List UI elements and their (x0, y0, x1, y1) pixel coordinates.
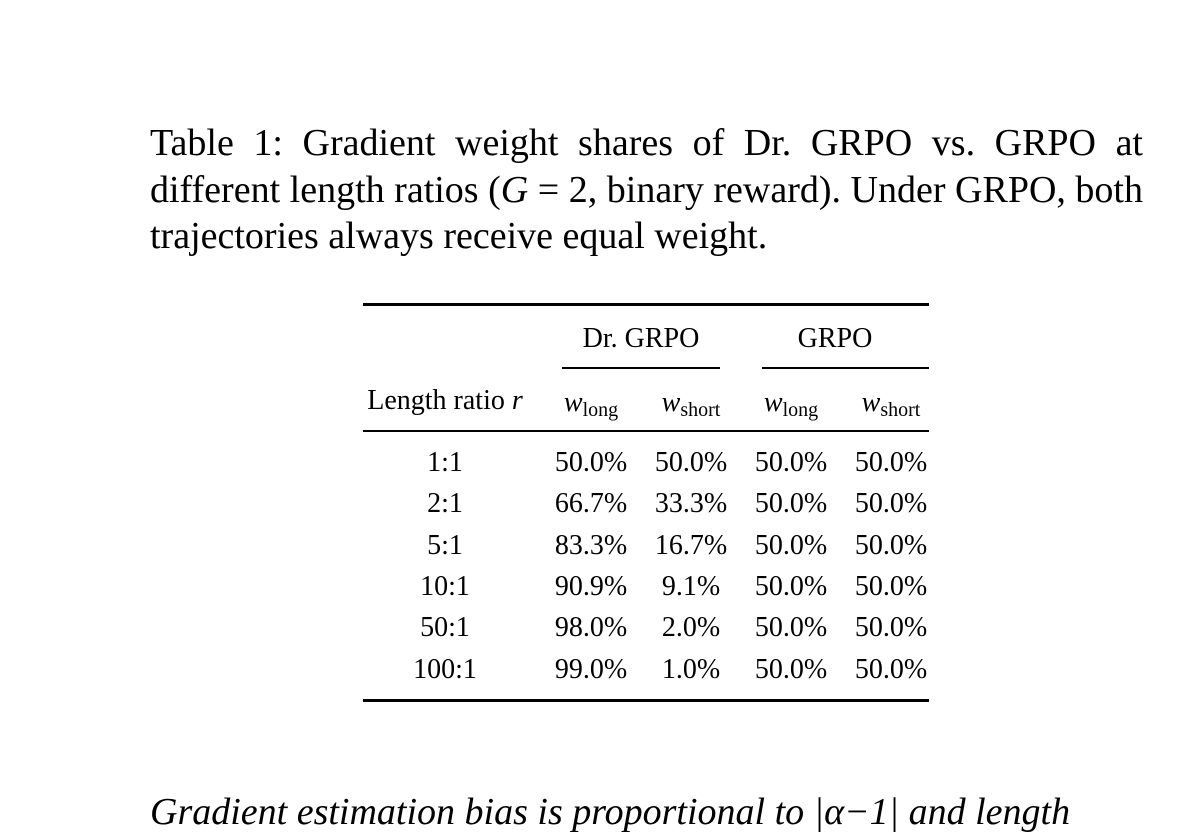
table-cell: 50.0% (854, 488, 928, 520)
group-rule (762, 367, 929, 369)
row-label: 2:1 (427, 488, 463, 520)
column-header-text: Length ratio (367, 385, 505, 416)
table-cell: 50.0% (854, 653, 928, 685)
body-text: Gradient estimation bias is proportional… (150, 791, 825, 833)
table-cell: 16.7% (654, 529, 728, 561)
column-header-subscript: short (680, 399, 721, 421)
column-header-symbol: w (861, 387, 881, 418)
column-header-subscript: long (782, 399, 819, 421)
table-cell: 9.1% (661, 570, 721, 602)
column-header: Length ratio r (345, 385, 545, 417)
column-header-symbol: w (563, 387, 583, 418)
group-header: Dr. GRPO (582, 323, 700, 354)
column-header: wlong (721, 387, 861, 421)
row-label: 50:1 (420, 612, 470, 644)
caption-math: = 2 (528, 168, 588, 211)
table-cell: 83.3% (554, 529, 628, 561)
table-cell: 50.0% (854, 570, 928, 602)
caption-text: , binary reward). Under GRPO, both traje… (150, 168, 1143, 258)
column-header-symbol: w (661, 387, 681, 418)
column-header-symbol: r (511, 385, 523, 416)
table-cell: 50.0% (754, 653, 828, 685)
column-header: wlong (521, 387, 661, 421)
column-header-subscript: long (582, 399, 619, 421)
column-header: wshort (821, 387, 961, 421)
table-caption: Table 1: Gradient weight shares of Dr. G… (150, 120, 1143, 260)
mid-rule (363, 430, 929, 432)
table-cell: 50.0% (854, 612, 928, 644)
body-math: α (824, 791, 845, 833)
caption-math: G (500, 168, 529, 211)
table-cell: 2.0% (661, 612, 721, 644)
table-cell: 33.3% (654, 488, 728, 520)
group-rule (562, 367, 720, 369)
table-cell: 98.0% (554, 612, 628, 644)
table-cell: 50.0% (654, 447, 728, 478)
table-cell: 50.0% (754, 488, 828, 520)
row-label: 10:1 (420, 570, 470, 602)
group-header: GRPO (797, 323, 873, 354)
column-header: wshort (621, 387, 761, 421)
row-label: 100:1 (413, 653, 477, 685)
table-cell: 90.9% (554, 570, 628, 602)
table-cell: 50.0% (554, 447, 628, 478)
table-cell: 1.0% (661, 653, 721, 685)
row-label: 1:1 (427, 447, 463, 478)
caption-text: Table 1: Gradient weight shares of Dr. G… (150, 122, 1143, 211)
table-cell: 50.0% (754, 447, 828, 478)
column-header-symbol: w (763, 387, 783, 418)
row-label: 5:1 (427, 529, 463, 561)
table-cell: 50.0% (754, 570, 828, 602)
top-rule (363, 303, 929, 306)
table-cell: 50.0% (754, 529, 828, 561)
table-cell: 99.0% (554, 653, 628, 685)
table-cell: 50.0% (754, 612, 828, 644)
body-text: −1| and length (844, 791, 1071, 833)
bottom-rule (363, 699, 929, 702)
table-cell: 50.0% (854, 529, 928, 561)
column-header-subscript: short (880, 399, 921, 421)
body-paragraph: Gradient estimation bias is proportional… (150, 790, 1070, 834)
table-cell: 66.7% (554, 488, 628, 520)
table-cell: 50.0% (854, 447, 928, 478)
